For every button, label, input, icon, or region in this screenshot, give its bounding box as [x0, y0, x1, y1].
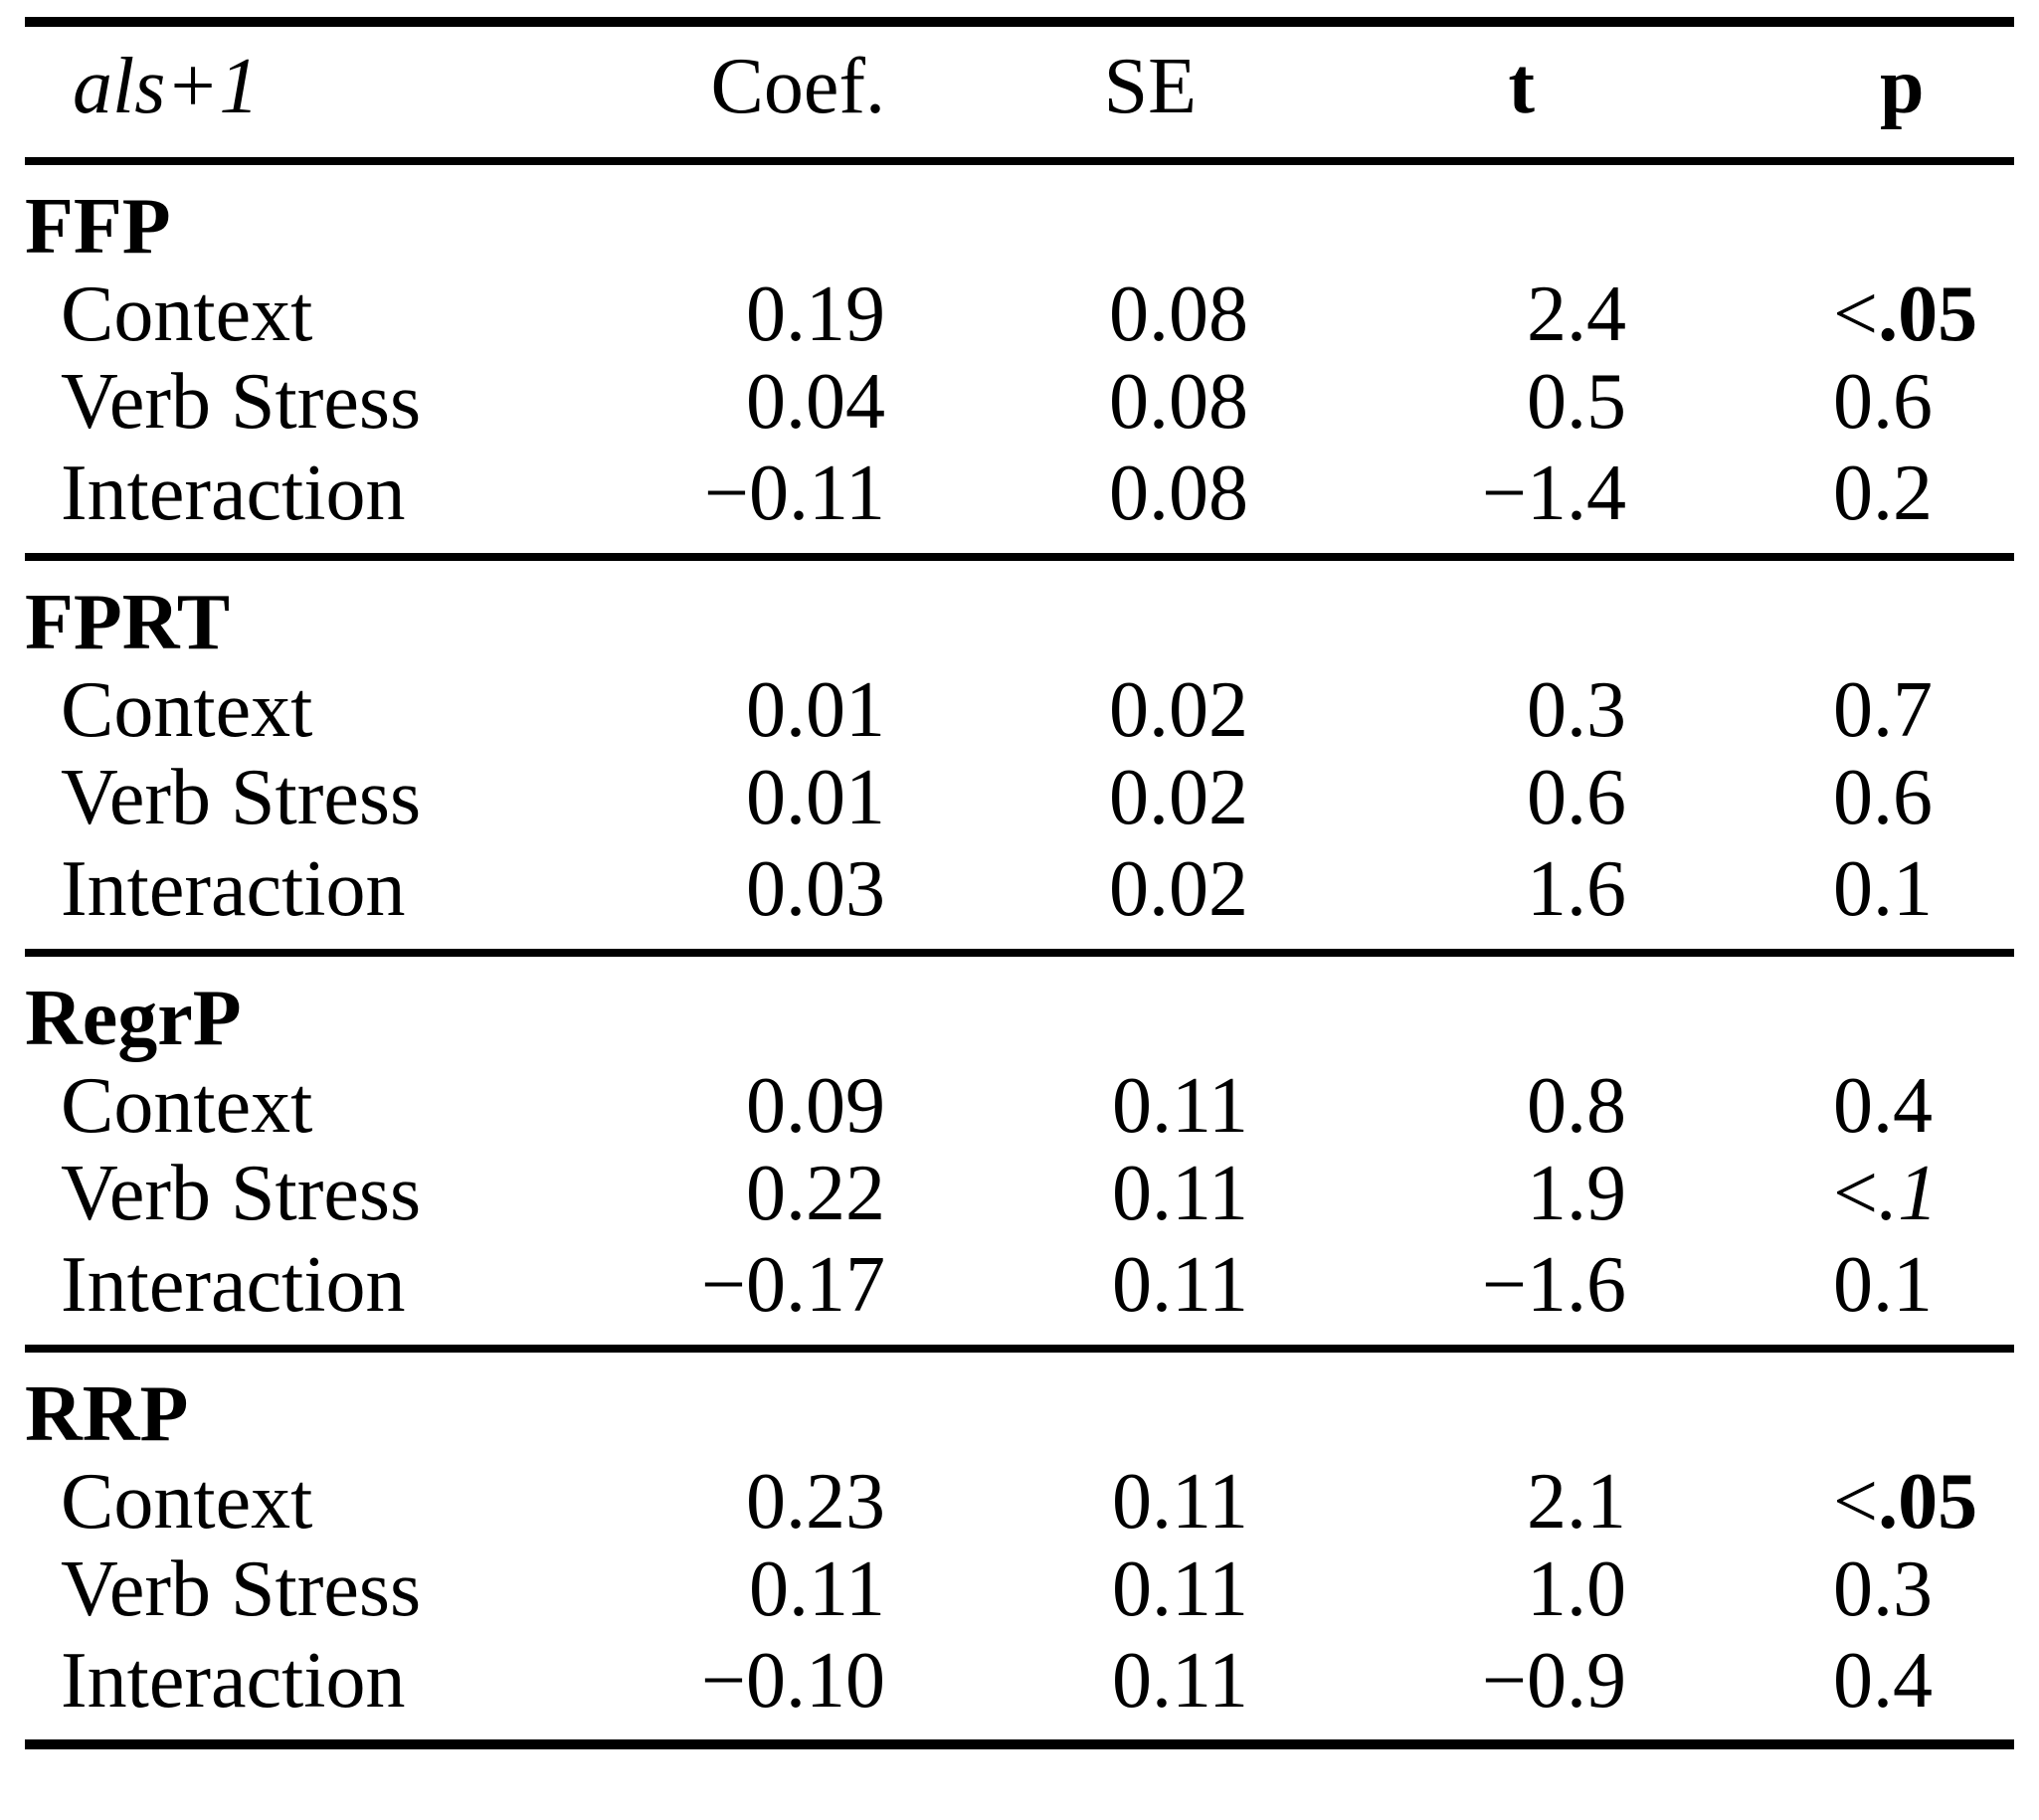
column-header-coef: Coef.	[710, 42, 885, 130]
coef-value: 0.04	[746, 358, 885, 446]
p-comparator: <	[1833, 271, 1879, 358]
column-header-region: als+1	[25, 22, 637, 161]
row-label: Context	[61, 1458, 313, 1546]
t-value: 0.6	[1527, 754, 1626, 841]
column-header-se: SE	[1103, 42, 1197, 130]
t-value: 1.0	[1527, 1546, 1626, 1633]
section-header-rrp: RRP	[25, 1349, 2014, 1458]
table-row: Verb Stress 0.01 0.02 0.6 0.6	[25, 754, 2014, 841]
p-comparator: <	[1833, 1458, 1879, 1546]
row-label: Context	[61, 666, 313, 754]
p-value: 0.3	[1833, 1546, 1933, 1633]
row-label: Interaction	[61, 845, 406, 933]
p-value: 0.4	[1833, 1637, 1933, 1725]
p-significant-value: .05	[1878, 271, 1978, 358]
table-row: Context 0.09 0.11 0.8 0.4	[25, 1062, 2014, 1150]
coef-value: −0.11	[703, 450, 885, 537]
t-value: 2.4	[1527, 271, 1626, 358]
table-row: Interaction −0.11 0.08 −1.4 0.2	[25, 446, 2014, 557]
section-name: FFP	[25, 183, 171, 271]
t-value: 2.1	[1527, 1458, 1626, 1546]
section-name: FPRT	[25, 579, 231, 666]
table-row: Verb Stress 0.22 0.11 1.9 <.1	[25, 1150, 2014, 1237]
table-row: Context 0.01 0.02 0.3 0.7	[25, 666, 2014, 754]
se-value: 0.02	[1109, 666, 1248, 754]
section-header-ffp: FFP	[25, 161, 2014, 271]
se-value: 0.02	[1109, 845, 1248, 933]
coef-value: 0.03	[746, 845, 885, 933]
column-header-t: t	[1508, 42, 1535, 130]
section-name: RRP	[25, 1370, 189, 1458]
t-value: 0.8	[1527, 1062, 1626, 1150]
t-value: 0.3	[1527, 666, 1626, 754]
table-row: Verb Stress 0.11 0.11 1.0 0.3	[25, 1546, 2014, 1633]
region-name-italic: als	[73, 42, 166, 130]
coef-value: 0.09	[746, 1062, 885, 1150]
se-value: 0.08	[1109, 271, 1248, 358]
row-label: Verb Stress	[61, 358, 422, 446]
p-value: 0.1	[1833, 1241, 1933, 1329]
section-header-regrp: RegrP	[25, 953, 2014, 1062]
p-value: 0.6	[1833, 754, 1933, 841]
section-name: RegrP	[25, 975, 242, 1062]
row-label: Verb Stress	[61, 1546, 422, 1633]
t-value: 0.5	[1527, 358, 1626, 446]
row-label: Context	[61, 1062, 313, 1150]
p-value: 0.4	[1833, 1062, 1933, 1150]
se-value: 0.11	[1111, 1546, 1248, 1633]
p-value: <.05	[1626, 1458, 2014, 1546]
coef-value: 0.01	[746, 754, 885, 841]
se-value: 0.02	[1109, 754, 1248, 841]
section-header-fprt: FPRT	[25, 557, 2014, 666]
regression-results-table: als+1 Coef. SE t p FFP Context 0.19 0.08…	[25, 17, 2014, 1749]
t-value: −1.4	[1481, 450, 1626, 537]
se-value: 0.11	[1111, 1241, 1248, 1329]
se-value: 0.11	[1111, 1150, 1248, 1237]
table-row: Verb Stress 0.04 0.08 0.5 0.6	[25, 358, 2014, 446]
table-header-row: als+1 Coef. SE t p	[25, 22, 2014, 161]
row-label: Context	[61, 271, 313, 358]
t-value: −0.9	[1481, 1637, 1626, 1725]
table-row: Context 0.19 0.08 2.4 <.05	[25, 271, 2014, 358]
row-label: Interaction	[61, 1241, 406, 1329]
coef-value: 0.19	[746, 271, 885, 358]
t-value: 1.9	[1527, 1150, 1626, 1237]
t-value: −1.6	[1481, 1241, 1626, 1329]
se-value: 0.08	[1109, 358, 1248, 446]
se-value: 0.11	[1111, 1062, 1248, 1150]
p-value: <.05	[1626, 271, 2014, 358]
column-header-p: p	[1880, 42, 1925, 130]
t-value: 1.6	[1527, 845, 1626, 933]
coef-value: −0.17	[700, 1241, 885, 1329]
row-label: Interaction	[61, 1637, 406, 1725]
se-value: 0.08	[1109, 450, 1248, 537]
p-value: 0.1	[1833, 845, 1933, 933]
coef-value: 0.11	[748, 1546, 885, 1633]
table-row: Context 0.23 0.11 2.1 <.05	[25, 1458, 2014, 1546]
row-label: Interaction	[61, 450, 406, 537]
row-label: Verb Stress	[61, 1150, 422, 1237]
region-offset: +1	[165, 42, 260, 130]
table-row: Interaction −0.17 0.11 −1.6 0.1	[25, 1237, 2014, 1349]
se-value: 0.11	[1111, 1637, 1248, 1725]
p-significant-value: .05	[1878, 1458, 1978, 1546]
p-value: 0.6	[1833, 358, 1933, 446]
coef-value: 0.01	[746, 666, 885, 754]
table-row: Interaction −0.10 0.11 −0.9 0.4	[25, 1633, 2014, 1744]
p-value: <.1	[1626, 1150, 2014, 1237]
se-value: 0.11	[1111, 1458, 1248, 1546]
coef-value: 0.23	[746, 1458, 885, 1546]
coef-value: −0.10	[700, 1637, 885, 1725]
coef-value: 0.22	[746, 1150, 885, 1237]
row-label: Verb Stress	[61, 754, 422, 841]
p-marginal-value: .1	[1878, 1150, 1939, 1237]
table-row: Interaction 0.03 0.02 1.6 0.1	[25, 841, 2014, 953]
p-value: 0.7	[1833, 666, 1933, 754]
p-comparator: <	[1833, 1150, 1879, 1237]
p-value: 0.2	[1833, 450, 1933, 537]
